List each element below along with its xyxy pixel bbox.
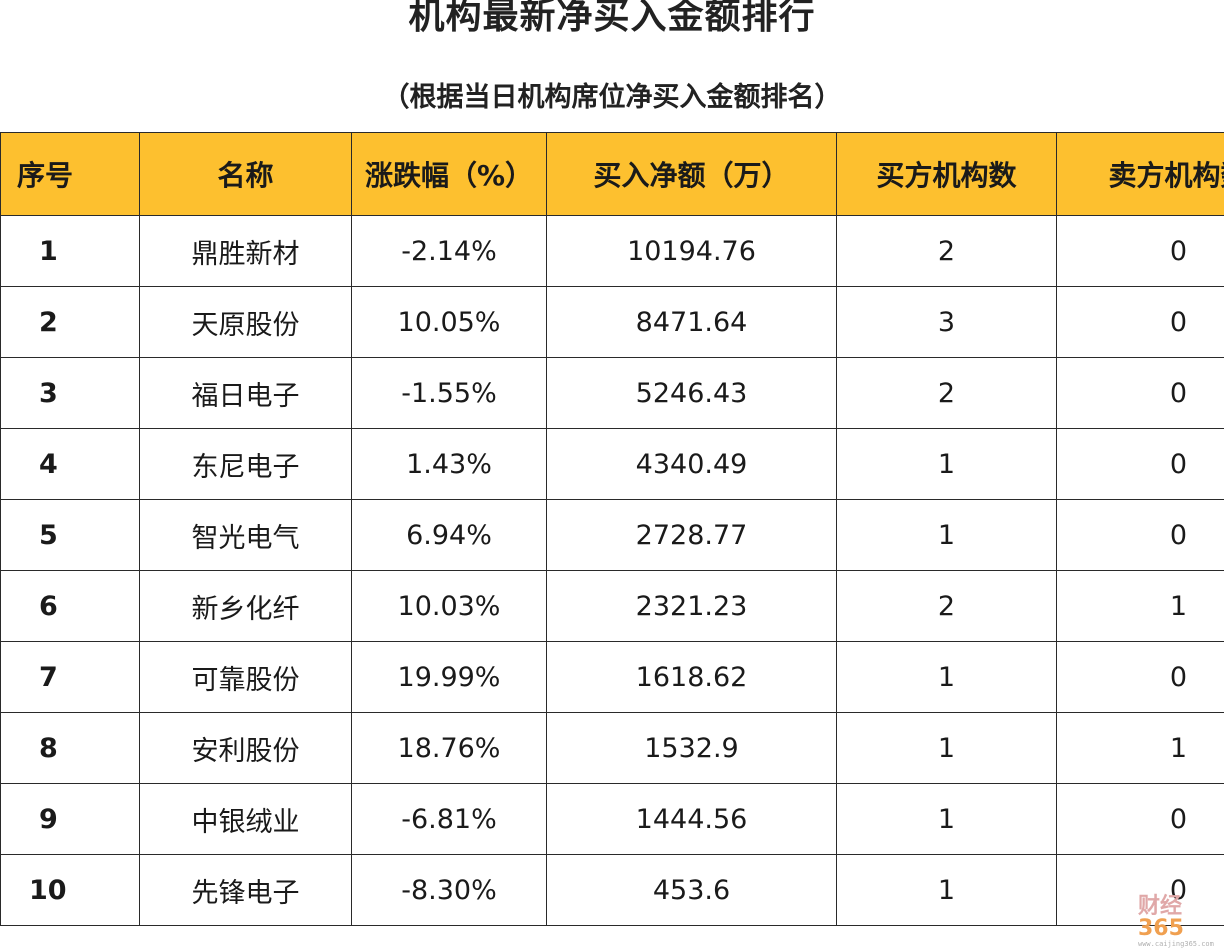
stock-name-cell: 中银绒业 — [140, 784, 352, 855]
stock-name-cell: 安利股份 — [140, 713, 352, 784]
net-buy-cell: 453.6 — [547, 855, 837, 926]
net-buy-cell: 1618.62 — [547, 642, 837, 713]
rank-cell: 3 — [1, 358, 140, 429]
watermark-brand-num: 365 — [1138, 916, 1184, 941]
seller-count-cell: 1 — [1057, 571, 1224, 642]
ranking-table-container: 序号 名称 涨跌幅（%） 买入净额（万） 买方机构数 卖方机构数 1 鼎胜新材 … — [0, 132, 1224, 932]
watermark-logo: 财经365 www.caijing365.com — [1138, 896, 1222, 926]
seller-count-cell: 0 — [1057, 642, 1224, 713]
seller-count-cell: 0 — [1057, 216, 1224, 287]
column-header-net-buy: 买入净额（万） — [547, 133, 837, 216]
change-cell: -6.81% — [352, 784, 547, 855]
table-row: 3 福日电子 -1.55% 5246.43 2 0 — [1, 358, 1224, 429]
stock-name-cell: 鼎胜新材 — [140, 216, 352, 287]
ranking-table: 序号 名称 涨跌幅（%） 买入净额（万） 买方机构数 卖方机构数 1 鼎胜新材 … — [0, 132, 1224, 926]
stock-name-cell: 先锋电子 — [140, 855, 352, 926]
buyer-count-cell: 3 — [837, 287, 1057, 358]
table-row: 8 安利股份 18.76% 1532.9 1 1 — [1, 713, 1224, 784]
column-header-rank: 序号 — [1, 133, 140, 216]
change-cell: -8.30% — [352, 855, 547, 926]
rank-cell: 10 — [1, 855, 140, 926]
buyer-count-cell: 1 — [837, 642, 1057, 713]
change-cell: 10.05% — [352, 287, 547, 358]
buyer-count-cell: 1 — [837, 500, 1057, 571]
change-cell: 10.03% — [352, 571, 547, 642]
net-buy-cell: 4340.49 — [547, 429, 837, 500]
change-cell: -2.14% — [352, 216, 547, 287]
stock-name-cell: 可靠股份 — [140, 642, 352, 713]
column-header-name: 名称 — [140, 133, 352, 216]
table-row: 9 中银绒业 -6.81% 1444.56 1 0 — [1, 784, 1224, 855]
stock-name-cell: 天原股份 — [140, 287, 352, 358]
change-cell: 18.76% — [352, 713, 547, 784]
stock-name-cell: 智光电气 — [140, 500, 352, 571]
seller-count-cell: 0 — [1057, 287, 1224, 358]
table-row: 6 新乡化纤 10.03% 2321.23 2 1 — [1, 571, 1224, 642]
stock-name-cell: 新乡化纤 — [140, 571, 352, 642]
column-header-seller-count: 卖方机构数 — [1057, 133, 1224, 216]
table-row: 2 天原股份 10.05% 8471.64 3 0 — [1, 287, 1224, 358]
buyer-count-cell: 2 — [837, 571, 1057, 642]
buyer-count-cell: 2 — [837, 358, 1057, 429]
rank-cell: 4 — [1, 429, 140, 500]
table-row: 7 可靠股份 19.99% 1618.62 1 0 — [1, 642, 1224, 713]
buyer-count-cell: 1 — [837, 713, 1057, 784]
seller-count-cell: 0 — [1057, 429, 1224, 500]
seller-count-cell: 0 — [1057, 358, 1224, 429]
stock-name-cell: 福日电子 — [140, 358, 352, 429]
rank-cell: 2 — [1, 287, 140, 358]
rank-cell: 7 — [1, 642, 140, 713]
watermark-url: www.caijing365.com — [1138, 940, 1222, 948]
net-buy-cell: 1444.56 — [547, 784, 837, 855]
seller-count-cell: 1 — [1057, 713, 1224, 784]
page-subtitle: （根据当日机构席位净买入金额排名） — [0, 78, 1224, 118]
change-cell: 19.99% — [352, 642, 547, 713]
change-cell: 1.43% — [352, 429, 547, 500]
column-header-change: 涨跌幅（%） — [352, 133, 547, 216]
column-header-buyer-count: 买方机构数 — [837, 133, 1057, 216]
change-cell: 6.94% — [352, 500, 547, 571]
net-buy-cell: 2321.23 — [547, 571, 837, 642]
change-cell: -1.55% — [352, 358, 547, 429]
table-row: 1 鼎胜新材 -2.14% 10194.76 2 0 — [1, 216, 1224, 287]
table-row: 4 东尼电子 1.43% 4340.49 1 0 — [1, 429, 1224, 500]
rank-cell: 1 — [1, 216, 140, 287]
buyer-count-cell: 1 — [837, 429, 1057, 500]
rank-cell: 8 — [1, 713, 140, 784]
page-title: 机构最新净买入金额排行 — [0, 0, 1224, 42]
seller-count-cell: 0 — [1057, 500, 1224, 571]
net-buy-cell: 10194.76 — [547, 216, 837, 287]
net-buy-cell: 2728.77 — [547, 500, 837, 571]
buyer-count-cell: 1 — [837, 784, 1057, 855]
table-header-row: 序号 名称 涨跌幅（%） 买入净额（万） 买方机构数 卖方机构数 — [1, 133, 1224, 216]
rank-cell: 6 — [1, 571, 140, 642]
net-buy-cell: 1532.9 — [547, 713, 837, 784]
rank-cell: 5 — [1, 500, 140, 571]
stock-name-cell: 东尼电子 — [140, 429, 352, 500]
net-buy-cell: 8471.64 — [547, 287, 837, 358]
net-buy-cell: 5246.43 — [547, 358, 837, 429]
table-row: 5 智光电气 6.94% 2728.77 1 0 — [1, 500, 1224, 571]
seller-count-cell: 0 — [1057, 784, 1224, 855]
rank-cell: 9 — [1, 784, 140, 855]
table-row: 10 先锋电子 -8.30% 453.6 1 0 — [1, 855, 1224, 926]
buyer-count-cell: 2 — [837, 216, 1057, 287]
buyer-count-cell: 1 — [837, 855, 1057, 926]
